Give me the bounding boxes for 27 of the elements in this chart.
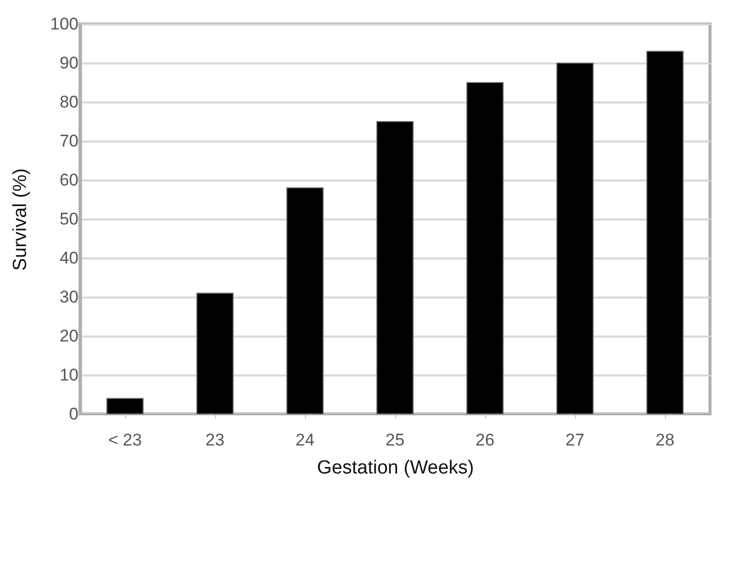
y-tick-label: 60 [60,170,78,190]
x-tick-label: < 23 [108,430,142,450]
y-tick-label: 20 [60,326,78,346]
bar [646,50,684,414]
y-tick-label: 70 [60,132,78,150]
y-tick-label: 90 [60,54,78,72]
x-tick-label: 27 [566,430,584,450]
bar [196,292,234,414]
y-tick-label: 10 [60,366,78,384]
x-axis-title: Gestation (Weeks) [317,458,474,478]
x-tick-label: 25 [386,430,404,450]
y-tick-label: 50 [60,210,78,228]
x-tick-label: 24 [296,430,314,450]
y-axis-title: Survival (%) [10,168,32,271]
x-tick-label: 26 [476,430,494,450]
bar [106,398,144,414]
x-tick-label: 28 [656,430,674,450]
x-tick-label: 23 [206,430,224,450]
bar [376,121,414,414]
bar [286,187,324,414]
bar [556,62,594,414]
y-tick-label: 80 [60,92,78,112]
bar [466,82,504,414]
y-tick-label: 0 [69,404,78,424]
y-tick-label: 30 [60,288,78,306]
y-tick-label: 40 [60,248,78,268]
y-tick-label: 100 [50,14,78,34]
